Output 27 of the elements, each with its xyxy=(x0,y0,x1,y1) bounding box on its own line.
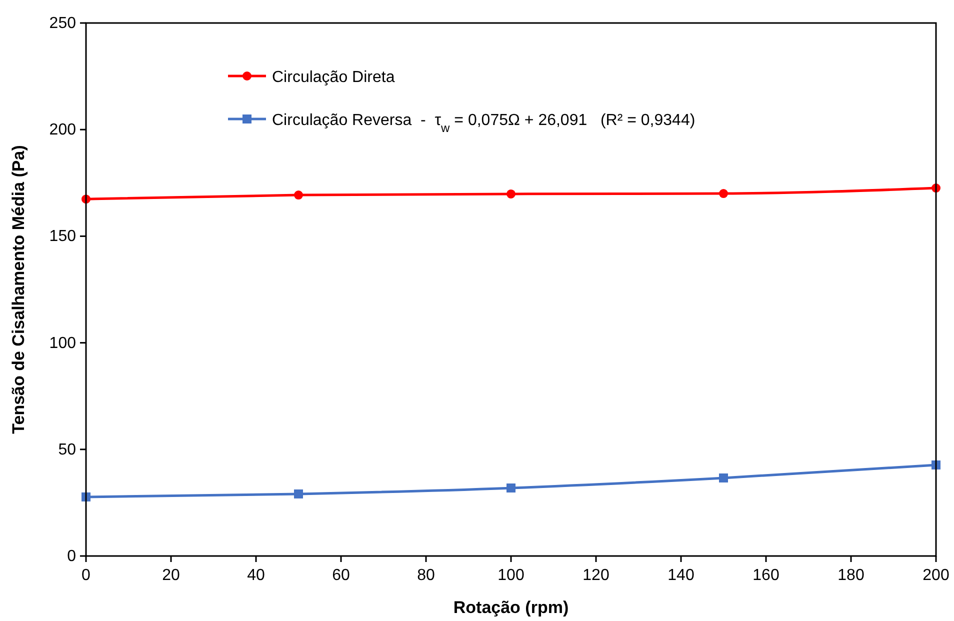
x-tick-label: 100 xyxy=(498,567,524,584)
y-tick-label: 150 xyxy=(49,228,76,246)
x-tick-label: 0 xyxy=(82,567,91,584)
legend-label: Circulação Reversa - τ$_{w}$ = 0,075Ω + 26,091 (R² = 0,9344) xyxy=(272,112,696,135)
point xyxy=(294,190,303,200)
x-tick-label: 120 xyxy=(582,567,610,584)
legend-label: Circulação Direta xyxy=(272,69,395,86)
x-tick-label: 140 xyxy=(668,567,694,584)
x-tick-label: 60 xyxy=(332,567,350,584)
x-axis-title: Rotação (rpm) xyxy=(453,598,569,617)
point xyxy=(719,473,728,482)
x-tick-label: 20 xyxy=(162,567,180,584)
point xyxy=(719,189,728,198)
point xyxy=(506,483,516,492)
y-tick-label: 0 xyxy=(67,548,76,565)
x-tick-label: 160 xyxy=(752,567,780,584)
y-tick-label: 100 xyxy=(49,334,76,352)
y-tick-label: 250 xyxy=(49,15,76,32)
x-tick-label: 180 xyxy=(838,567,864,584)
x-tick-label: 200 xyxy=(922,567,950,584)
x-tick-label: 40 xyxy=(247,567,265,584)
point xyxy=(506,189,516,198)
point xyxy=(294,489,303,498)
y-tick-label: 50 xyxy=(58,441,76,458)
y-tick-label: 200 xyxy=(49,122,76,139)
x-tick-label: 80 xyxy=(417,567,435,584)
y-axis-title: Tensão de Cisalhamento Média (Pa) xyxy=(9,145,28,434)
